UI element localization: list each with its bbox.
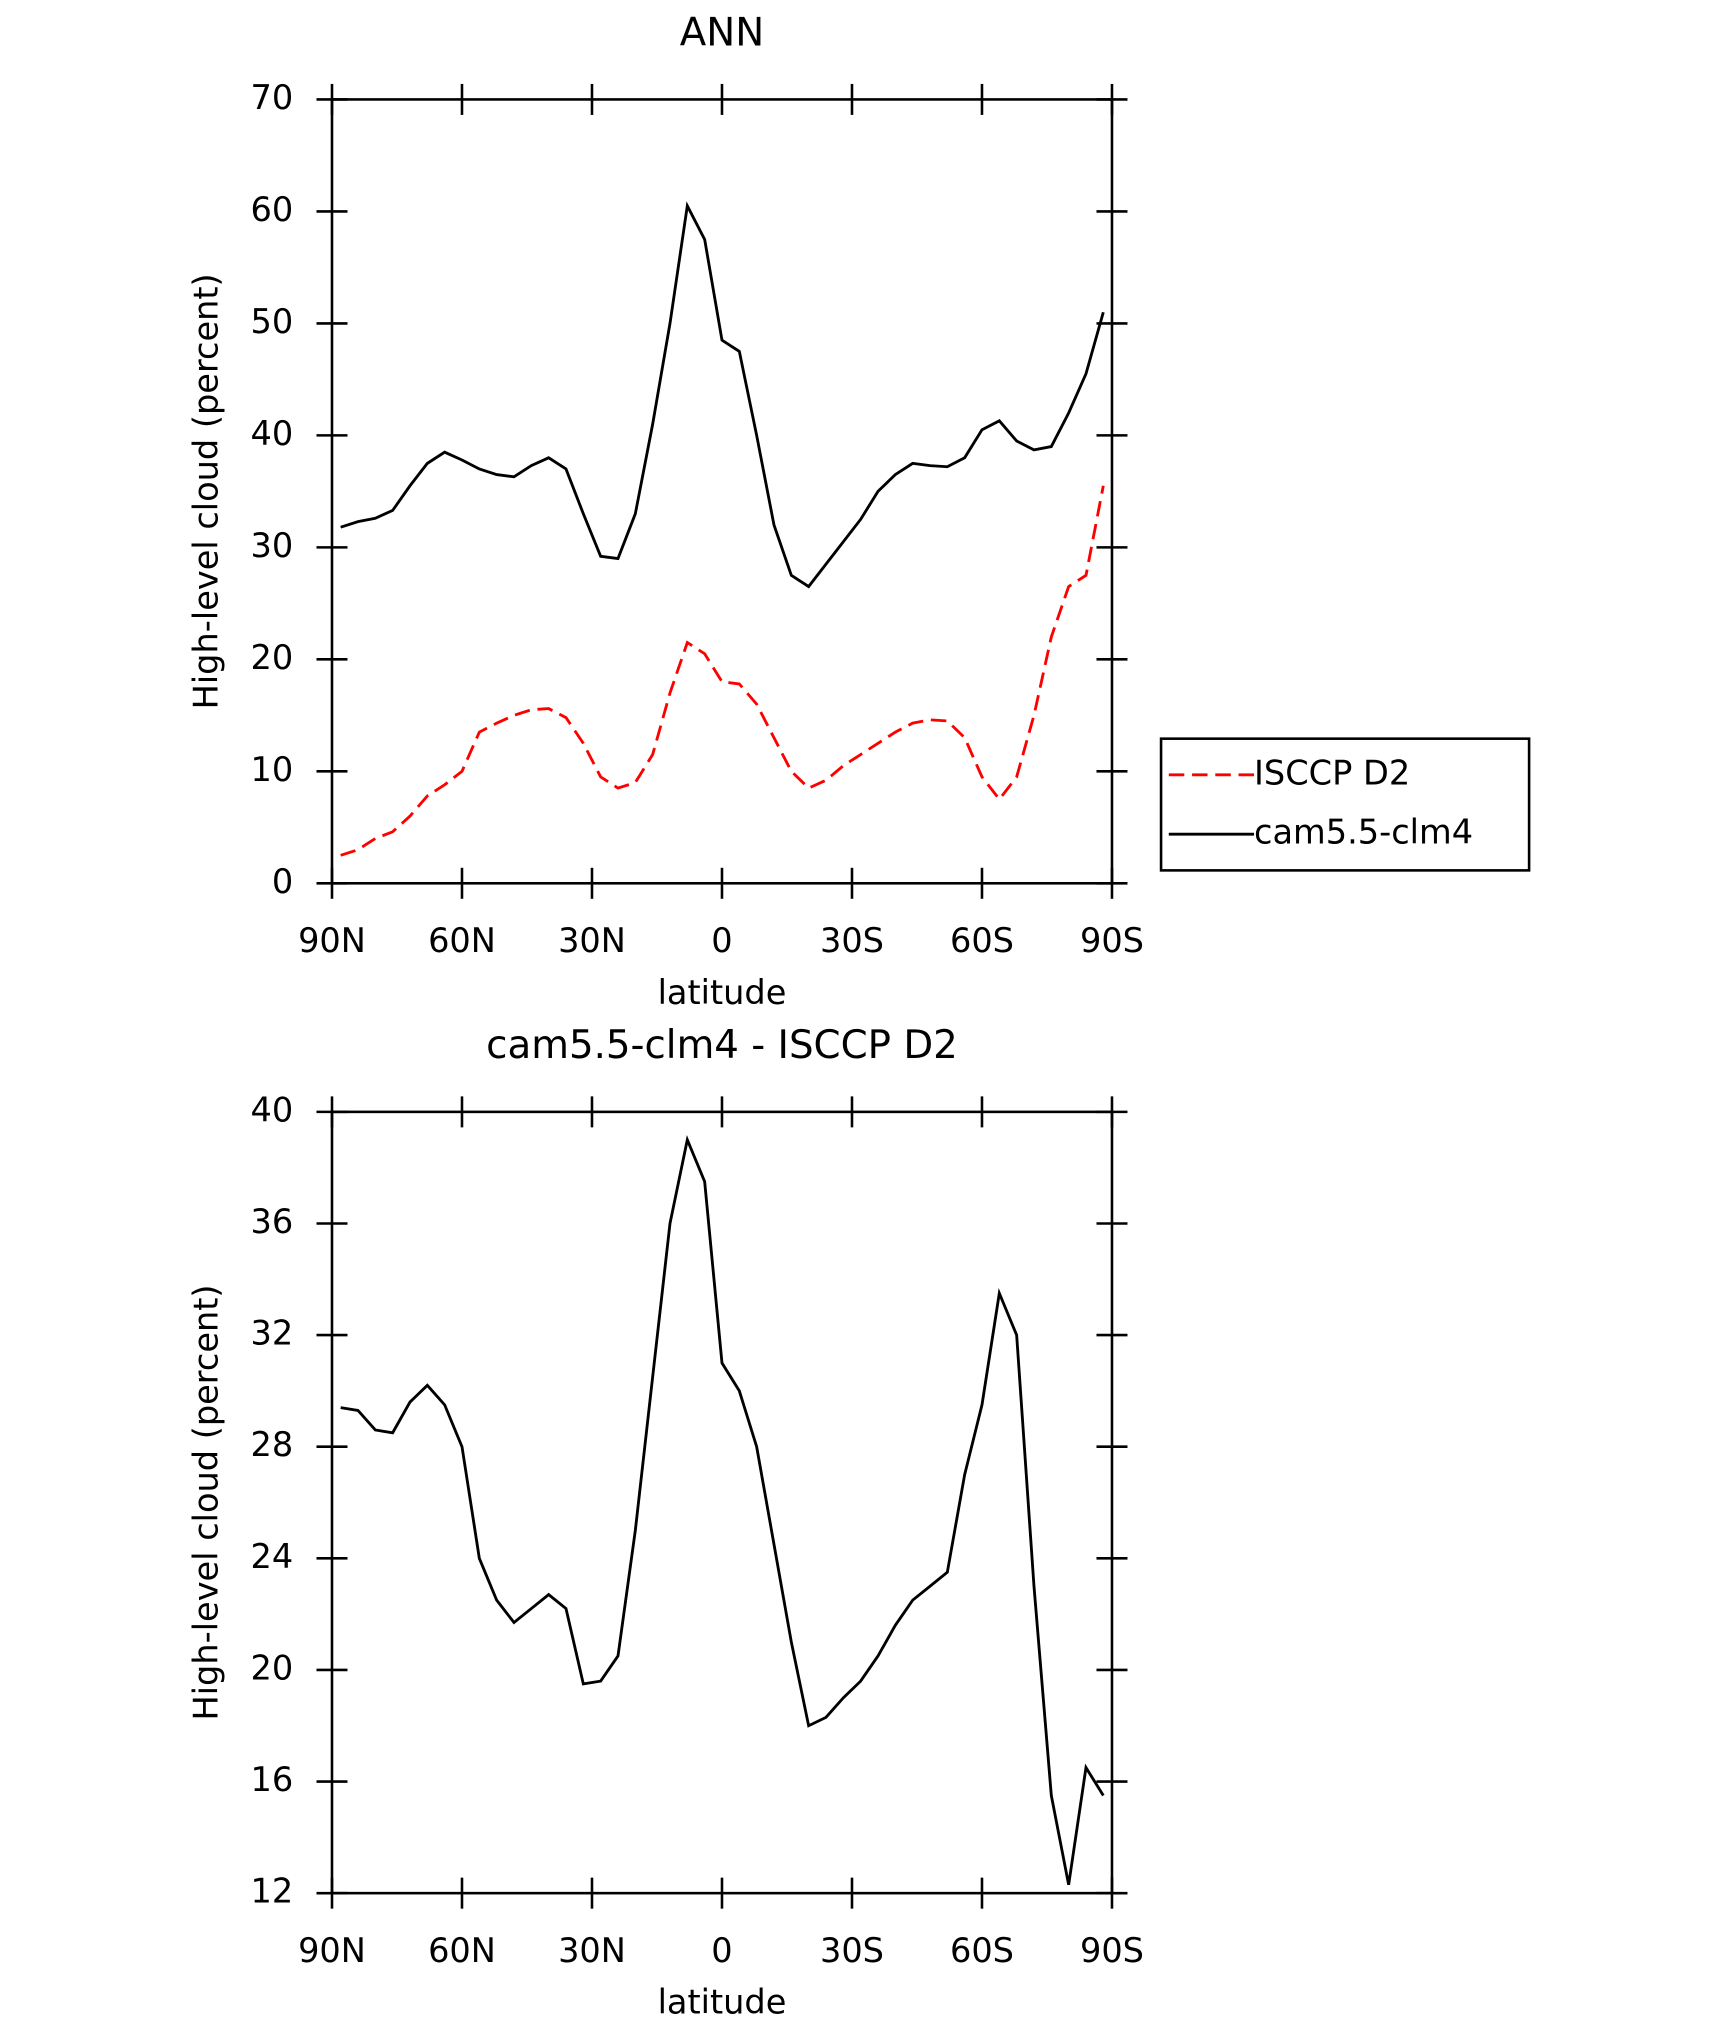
y-tick-label: 10 [251,750,294,789]
y-tick-label: 70 [251,78,294,117]
series-line [340,485,1105,857]
y-axis-label: High-level cloud (percent) [187,1284,226,1720]
y-tick-label: 24 [251,1537,294,1576]
chart-title: cam5.5-clm4 - ISCCP D2 [486,1023,958,1068]
y-tick-label: 20 [251,1648,294,1687]
x-tick-label: 60S [950,1931,1014,1970]
y-tick-label: 32 [251,1314,294,1353]
y-tick-label: 28 [251,1425,294,1464]
x-tick-label: 90S [1080,921,1144,960]
y-tick-label: 50 [251,302,294,341]
x-tick-label: 90S [1080,1931,1144,1970]
x-tick-label: 30S [820,1931,884,1970]
x-tick-label: 30N [558,921,626,960]
y-tick-label: 12 [251,1872,294,1911]
y-tick-label: 20 [251,638,294,677]
plot-frame [330,98,1114,885]
series-line [340,201,1105,589]
x-axis-label: latitude [658,1983,787,2021]
y-tick-label: 30 [251,526,294,565]
y-tick-label: 60 [251,190,294,229]
x-tick-label: 90N [298,921,366,960]
y-tick-label: 36 [251,1202,294,1241]
x-tick-label: 60S [950,921,1014,960]
x-axis-label: latitude [658,973,787,1012]
y-tick-label: 40 [251,414,294,453]
y-tick-label: 40 [251,1090,294,1129]
y-axis-label: High-level cloud (percent) [187,273,226,709]
x-tick-label: 90N [298,1931,366,1970]
legend-box [1159,737,1531,872]
x-tick-label: 0 [711,921,732,960]
y-tick-label: 0 [272,862,293,901]
x-tick-label: 0 [711,1931,732,1970]
plot-frame [330,1110,1114,1895]
x-tick-label: 60N [428,1931,496,1970]
y-tick-label: 16 [251,1760,294,1799]
legend-label: ISCCP D2 [1254,753,1410,792]
chart-title: ANN [680,10,764,55]
x-tick-label: 30S [820,921,884,960]
x-tick-label: 30N [558,1931,626,1970]
series-line [340,1134,1105,1886]
legend-label: cam5.5-clm4 [1254,813,1473,852]
x-tick-label: 60N [428,921,496,960]
